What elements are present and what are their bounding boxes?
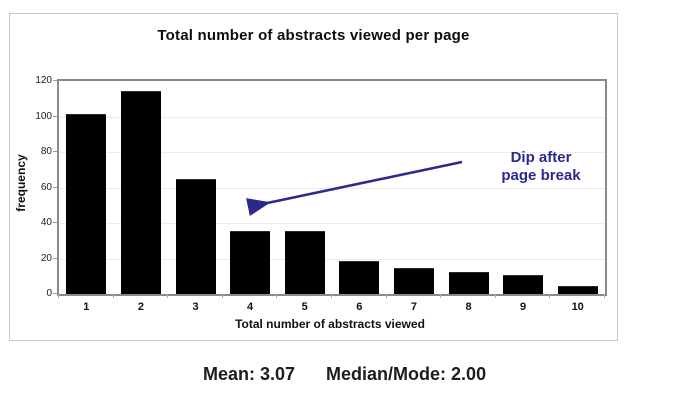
y-tick-mark-20: [53, 257, 57, 259]
y-tick-label-20: 20: [40, 252, 52, 264]
x-tick-mark-10: [604, 294, 605, 298]
y-tick-label-60: 60: [40, 181, 52, 193]
bar-category-6: [339, 261, 380, 294]
mean-value: Mean: 3.07: [203, 364, 296, 384]
gridline-80: [59, 152, 605, 153]
stats-caption: Mean: 3.07 Median/Mode: 2.00: [203, 364, 486, 385]
bar-category-5: [284, 231, 325, 294]
bar-category-2: [120, 91, 161, 294]
plot-area: [57, 79, 607, 296]
x-tick-label-7: 7: [410, 301, 417, 313]
median-mode-value: Median/Mode: 2.00: [326, 364, 487, 384]
x-tick-label-1: 1: [83, 301, 90, 313]
x-tick-mark-1: [112, 294, 114, 298]
gridline-20: [59, 258, 605, 260]
y-tick-label-80: 80: [40, 146, 52, 157]
annotation-label: Dip after page break: [476, 149, 606, 185]
gridline-100: [59, 116, 605, 118]
y-tick-mark-60: [53, 186, 57, 188]
y-tick-label-100: 100: [35, 110, 52, 122]
bar-category-7: [393, 268, 434, 294]
y-tick-mark-100: [53, 115, 57, 117]
x-tick-mark-0: [58, 294, 59, 298]
x-tick-mark-8: [494, 294, 496, 298]
x-tick-mark-7: [440, 294, 442, 298]
x-tick-mark-2: [167, 294, 169, 298]
chart-title: Total number of abstracts viewed per pag…: [157, 27, 470, 44]
x-tick-mark-9: [549, 294, 551, 298]
x-tick-mark-3: [221, 294, 223, 298]
annotation-line-2: page break: [501, 167, 581, 184]
bar-category-4: [230, 231, 271, 294]
y-tick-mark-120: [53, 80, 57, 81]
x-tick-label-6: 6: [356, 301, 363, 313]
x-tick-label-5: 5: [301, 301, 308, 313]
y-tick-mark-0: [53, 293, 57, 294]
chart-container: Total number of abstracts viewed per pag…: [9, 13, 618, 341]
y-tick-mark-80: [53, 151, 57, 152]
x-tick-label-3: 3: [192, 301, 199, 313]
x-axis-title: Total number of abstracts viewed: [235, 317, 425, 331]
gridline-40: [59, 223, 605, 224]
y-tick-label-120: 120: [35, 75, 52, 86]
x-tick-label-8: 8: [465, 301, 472, 313]
x-tick-label-4: 4: [247, 301, 254, 313]
x-tick-mark-6: [385, 294, 387, 298]
x-tick-label-9: 9: [520, 301, 527, 313]
y-tick-label-40: 40: [40, 217, 52, 228]
x-tick-label-10: 10: [571, 301, 584, 313]
y-tick-mark-40: [53, 222, 57, 223]
x-tick-mark-5: [331, 294, 332, 298]
y-tick-label-0: 0: [46, 288, 52, 299]
x-tick-label-2: 2: [137, 301, 144, 313]
bar-category-1: [66, 114, 107, 294]
bar-category-8: [448, 272, 489, 294]
annotation-line-1: Dip after: [510, 149, 572, 166]
x-tick-mark-4: [276, 294, 278, 298]
bar-category-9: [503, 275, 544, 294]
bar-category-10: [557, 286, 598, 294]
bar-category-3: [175, 179, 216, 294]
